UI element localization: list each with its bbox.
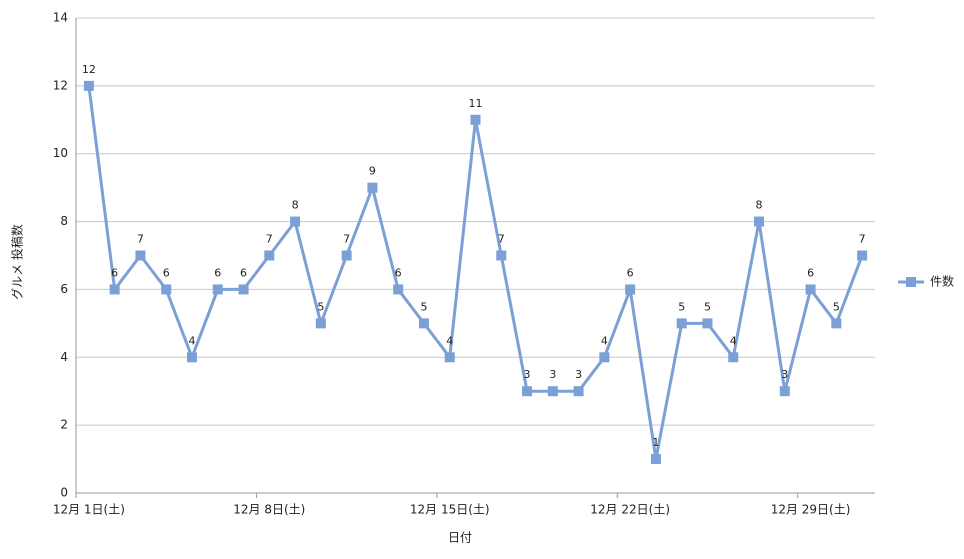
- marker: [393, 284, 404, 295]
- data-label: 4: [188, 334, 195, 347]
- data-label: 6: [395, 266, 402, 279]
- data-label: 11: [469, 97, 483, 110]
- data-label: 6: [163, 266, 170, 279]
- marker: [264, 250, 275, 261]
- marker: [135, 250, 146, 261]
- y-tick-label: 6: [60, 282, 68, 296]
- data-label: 12: [82, 63, 96, 76]
- x-tick-label: 12月 1日(土): [53, 503, 125, 517]
- marker: [418, 318, 429, 329]
- data-label: 6: [627, 266, 634, 279]
- x-axis-title: 日付: [448, 531, 472, 545]
- x-tick-label: 12月 22日(土): [590, 503, 670, 517]
- marker: [805, 284, 816, 295]
- marker: [728, 352, 739, 363]
- data-label: 7: [498, 233, 505, 246]
- data-label: 9: [369, 165, 376, 178]
- marker: [341, 250, 352, 261]
- data-label: 4: [730, 334, 737, 347]
- marker: [109, 284, 120, 295]
- y-tick-label: 14: [53, 11, 68, 25]
- marker: [496, 250, 507, 261]
- data-label: 7: [343, 233, 350, 246]
- marker: [83, 80, 94, 91]
- data-label: 8: [292, 199, 299, 212]
- x-tick-label: 12月 29日(土): [771, 503, 851, 517]
- marker: [857, 250, 868, 261]
- data-label: 6: [111, 266, 118, 279]
- data-label: 1: [652, 436, 659, 449]
- y-tick-label: 10: [53, 146, 68, 160]
- marker: [238, 284, 249, 295]
- marker: [573, 386, 584, 397]
- marker: [161, 284, 172, 295]
- marker: [367, 182, 378, 193]
- data-label: 7: [266, 233, 273, 246]
- data-label: 7: [137, 233, 144, 246]
- y-axis-title: グルメ 投稿数: [10, 224, 25, 300]
- data-label: 8: [756, 199, 763, 212]
- data-label: 4: [446, 334, 453, 347]
- x-tick-label: 12月 8日(土): [233, 503, 305, 517]
- marker: [444, 352, 455, 363]
- marker: [212, 284, 223, 295]
- marker: [599, 352, 610, 363]
- legend-marker: [906, 277, 916, 287]
- data-label: 4: [601, 334, 608, 347]
- data-label: 3: [549, 368, 556, 381]
- data-label: 5: [317, 300, 324, 313]
- y-tick-label: 2: [60, 418, 68, 432]
- marker: [470, 114, 481, 125]
- marker: [650, 454, 661, 465]
- y-tick-label: 0: [60, 486, 68, 500]
- data-label: 5: [678, 300, 685, 313]
- data-label: 6: [807, 266, 814, 279]
- series-line: [87, 85, 864, 460]
- marker: [702, 318, 713, 329]
- data-label: 5: [704, 300, 711, 313]
- data-label: 3: [781, 368, 788, 381]
- y-tick-label: 12: [53, 78, 68, 92]
- legend-label: 件数: [930, 274, 954, 289]
- marker: [754, 216, 765, 227]
- marker: [315, 318, 326, 329]
- marker: [779, 386, 790, 397]
- marker: [186, 352, 197, 363]
- data-label: 6: [214, 266, 221, 279]
- data-label: 3: [524, 368, 531, 381]
- x-tick-label: 12月 15日(土): [410, 503, 490, 517]
- data-label: 7: [859, 233, 866, 246]
- marker: [290, 216, 301, 227]
- marker: [522, 386, 533, 397]
- data-label: 5: [420, 300, 427, 313]
- marker: [547, 386, 558, 397]
- y-tick-label: 4: [60, 350, 68, 364]
- y-tick-label: 8: [60, 214, 68, 228]
- marker: [831, 318, 842, 329]
- marker: [676, 318, 687, 329]
- data-label: 5: [833, 300, 840, 313]
- data-label: 3: [575, 368, 582, 381]
- data-label: 6: [240, 266, 247, 279]
- marker: [625, 284, 636, 295]
